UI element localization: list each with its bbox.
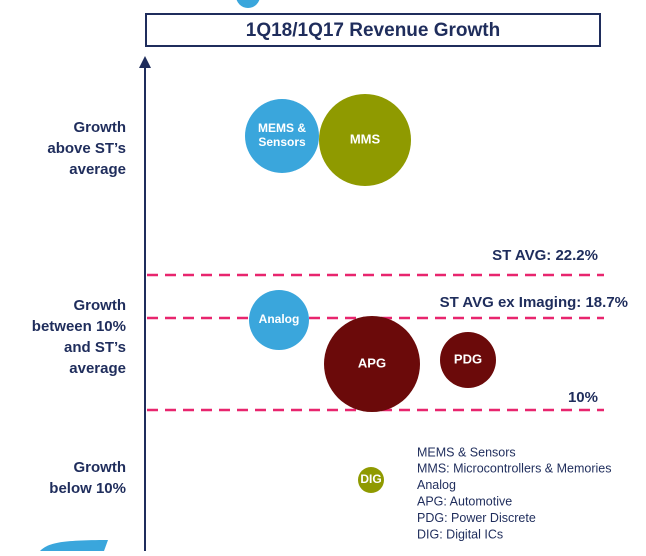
zone-label: average — [69, 360, 126, 377]
zone-label: Growth — [74, 119, 127, 136]
bubble-label: DIG — [360, 472, 381, 486]
bubble-label: MEMS & — [258, 121, 306, 135]
bubble — [440, 332, 496, 388]
legend-item: APG: Automotive — [417, 494, 512, 508]
reference-label: ST AVG: 22.2% — [492, 247, 598, 264]
zone-label: average — [69, 161, 126, 178]
zone-label: and ST’s — [64, 339, 126, 356]
legend-item: MMS: Microcontrollers & Memories — [417, 462, 611, 476]
legend-item: DIG: Digital ICs — [417, 527, 503, 541]
title: 1Q18/1Q17 Revenue Growth — [246, 20, 501, 41]
reference-label: ST AVG ex Imaging: 18.7% — [440, 294, 628, 311]
bubble — [358, 467, 384, 493]
axis-arrow — [139, 56, 151, 68]
bubble-label: Analog — [259, 312, 300, 326]
title-box — [145, 13, 601, 47]
bubble — [319, 94, 411, 186]
legend-item: MEMS & Sensors — [417, 445, 516, 459]
bubble — [324, 316, 420, 412]
zone-label: below 10% — [49, 480, 126, 497]
zone-label: Growth — [74, 459, 127, 476]
bubble — [249, 290, 309, 350]
legend-item: Analog — [417, 478, 456, 492]
bubble-label: MMS — [350, 131, 381, 146]
bubble-label: PDG — [454, 351, 482, 366]
reference-label: 10% — [568, 389, 598, 406]
bubble-label: APG — [358, 355, 386, 370]
bubble-label: Sensors — [258, 135, 306, 149]
zone-label: between 10% — [32, 318, 126, 335]
zone-label: above ST’s — [47, 140, 126, 157]
top-bubble-fragment — [236, 0, 260, 8]
legend-item: PDG: Power Discrete — [417, 511, 536, 525]
zone-label: Growth — [74, 297, 127, 314]
bubble — [245, 99, 319, 173]
logo-fragment — [40, 540, 108, 551]
